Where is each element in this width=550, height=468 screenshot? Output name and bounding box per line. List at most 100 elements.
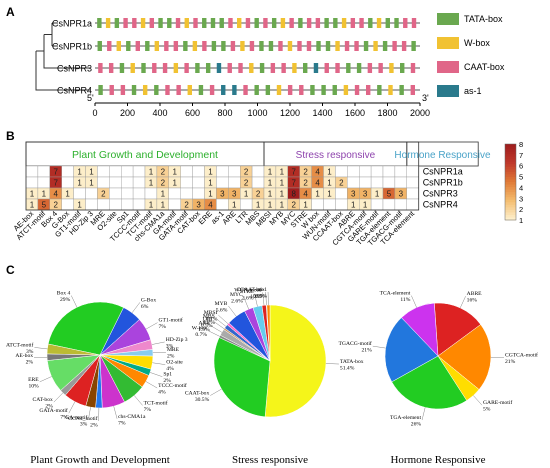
heat-cell-value: 1 xyxy=(351,201,356,210)
element-box xyxy=(410,85,415,95)
heat-cell-value: 3 xyxy=(363,190,368,199)
pie-slice-pct: 1.2% xyxy=(203,320,215,326)
element-box xyxy=(263,18,268,28)
element-box xyxy=(240,41,245,51)
element-box xyxy=(259,63,265,73)
element-box xyxy=(131,85,137,95)
pie-slice-pct: 7% xyxy=(60,415,68,421)
scale-step xyxy=(505,197,516,201)
heat-cell xyxy=(382,176,396,189)
pie-leader xyxy=(207,330,220,337)
element-box xyxy=(195,63,200,73)
heat-cell-value: 5 xyxy=(42,201,47,210)
element-box xyxy=(403,18,408,28)
scale-frame xyxy=(504,143,517,221)
heat-cell-value: 1 xyxy=(149,168,154,177)
heat-cell-value: 1 xyxy=(149,201,154,210)
heat-cell-value: 2 xyxy=(244,168,249,177)
element-box xyxy=(388,85,393,95)
pie-leader xyxy=(254,293,258,307)
pie-slice-pct: 2% xyxy=(167,354,175,360)
heat-cell-value: 1 xyxy=(208,190,213,199)
heat-cell-value: 1 xyxy=(363,201,368,210)
heat-cell xyxy=(132,198,146,211)
pie-slice-pct: 26% xyxy=(411,422,422,428)
heat-cell xyxy=(61,176,74,189)
heat-cell xyxy=(311,198,324,211)
pie-slice-pct: 4% xyxy=(166,366,174,372)
heat-cell xyxy=(85,198,98,211)
element-box xyxy=(276,85,282,95)
pie-slice-pct: 2% xyxy=(26,359,34,365)
element-box xyxy=(135,41,140,51)
heat-cell xyxy=(97,176,110,189)
element-box xyxy=(245,18,251,28)
pie-slice-pct: 5% xyxy=(483,407,491,413)
element-box xyxy=(165,85,170,95)
element-box xyxy=(292,63,297,73)
heat-cell xyxy=(228,176,241,189)
element-box xyxy=(332,85,337,95)
element-box xyxy=(123,18,128,28)
pie-slice-label: STRE xyxy=(240,289,254,295)
scale-tick-label: 5 xyxy=(519,173,523,182)
heat-cell-value: 1 xyxy=(77,179,82,188)
pie-slice-pct: 1.9% xyxy=(198,327,210,333)
element-box xyxy=(354,85,360,95)
heat-cell xyxy=(120,198,134,211)
heat-cell xyxy=(370,198,384,211)
scale-step xyxy=(505,171,516,175)
heat-row-label: CsNPR3 xyxy=(423,189,458,199)
element-box xyxy=(270,63,276,73)
heat-cell xyxy=(323,198,336,211)
pie-slice-pct: 2.6% xyxy=(231,299,243,305)
axis-tick-label: 600 xyxy=(185,108,200,118)
heat-cell xyxy=(239,198,253,211)
scale-step xyxy=(505,189,516,193)
heat-row-label: CsNPR1a xyxy=(423,167,463,177)
tree-branch-npr4 xyxy=(35,50,90,91)
heat-cell xyxy=(120,165,134,178)
element-box xyxy=(259,41,264,51)
element-box xyxy=(278,41,283,51)
heat-cell-value: 1 xyxy=(149,179,154,188)
tree-branch-npr3 xyxy=(43,34,90,69)
element-box xyxy=(120,85,126,95)
pie-slice xyxy=(46,343,101,356)
heat-cell-value: 1 xyxy=(303,201,308,210)
element-box xyxy=(162,63,168,73)
element-box xyxy=(367,63,373,73)
pie-leader xyxy=(215,318,227,327)
heat-cell-value: 1 xyxy=(161,190,166,199)
pie-leader xyxy=(473,395,483,406)
heat-cell xyxy=(406,198,419,211)
heat-cell xyxy=(359,165,372,178)
heat-cell-value: 1 xyxy=(280,179,285,188)
heat-cell xyxy=(97,165,110,178)
scale-tick-label: 4 xyxy=(519,183,523,192)
element-box xyxy=(232,85,237,95)
scale-tick-label: 6 xyxy=(519,162,523,171)
heat-cell xyxy=(216,165,229,178)
scale-step xyxy=(505,194,516,198)
heat-cell xyxy=(406,187,419,200)
element-box xyxy=(399,85,404,95)
element-box xyxy=(249,41,255,51)
pie-slice-label: Box 4 xyxy=(57,291,71,297)
pie-slice-pct: 3% xyxy=(80,421,88,427)
pie-leader xyxy=(210,388,222,396)
pie-slice-label: LTR xyxy=(202,316,212,322)
heat-cell xyxy=(180,187,193,200)
axis-tick-label: 1600 xyxy=(345,108,365,118)
panel-b-heatmap: Plant Growth and Development Stress respo… xyxy=(12,140,524,248)
element-box xyxy=(108,63,114,73)
legend-label: CAAT-box xyxy=(464,62,505,72)
element-box xyxy=(167,18,172,28)
heat-cell xyxy=(335,165,348,178)
heat-cell xyxy=(192,187,205,200)
legend-label: as-1 xyxy=(464,86,482,96)
element-box xyxy=(187,85,192,95)
heat-cell xyxy=(120,176,134,189)
panel-label-a: A xyxy=(6,5,15,19)
